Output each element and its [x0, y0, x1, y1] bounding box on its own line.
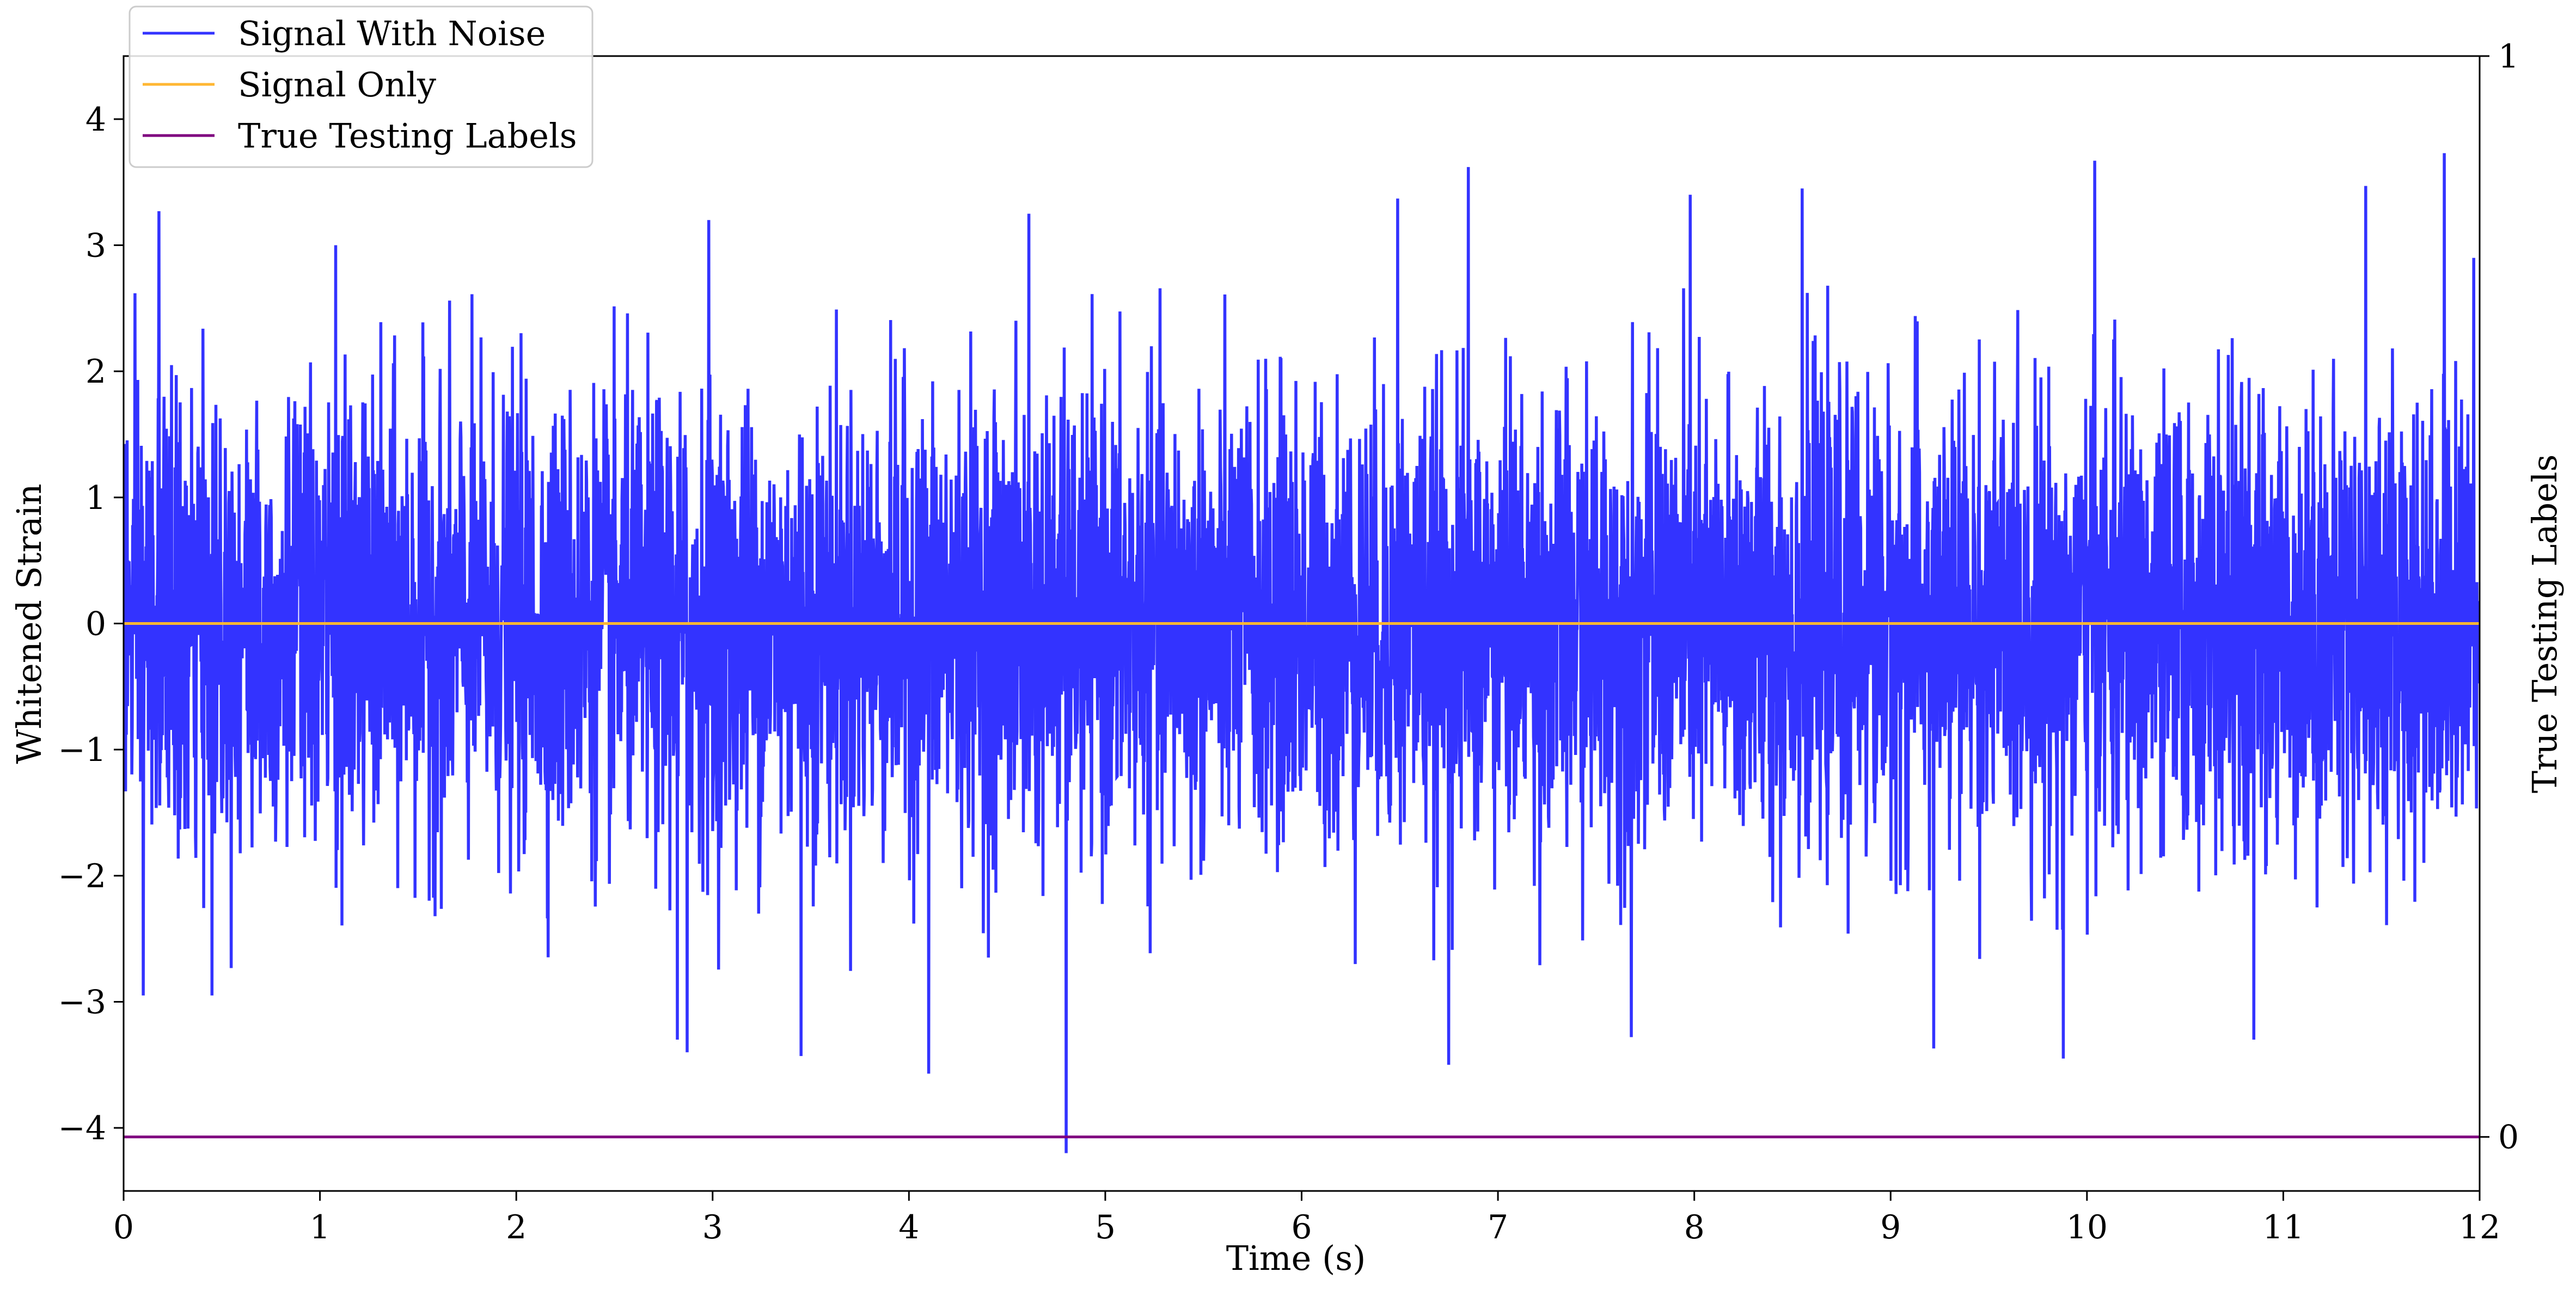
x-tick-label: 11	[2262, 1208, 2304, 1246]
x-axis-label: Time (s)	[1226, 1238, 1366, 1278]
right-y-tick-label: 1	[2498, 38, 2519, 76]
x-tick-label: 0	[113, 1208, 134, 1246]
x-tick-label: 7	[1488, 1208, 1508, 1246]
y-axis-ticks: −4 −3 −2 −1 0 1 2 3 4	[58, 101, 124, 1147]
x-tick-label: 12	[2459, 1208, 2500, 1246]
x-tick-label: 5	[1095, 1208, 1116, 1246]
y-tick-label: −1	[58, 731, 106, 769]
y-tick-label: 4	[85, 101, 106, 139]
x-tick-label: 9	[1880, 1208, 1901, 1246]
y-tick-label: 3	[85, 227, 106, 265]
legend-label-true-testing-labels: True Testing Labels	[238, 116, 577, 156]
y-tick-label: 0	[85, 605, 106, 643]
x-tick-label: 1	[309, 1208, 330, 1246]
y-tick-label: −3	[58, 984, 106, 1022]
noise-series	[124, 153, 2480, 1153]
legend-label-signal-only: Signal Only	[238, 65, 436, 105]
legend: Signal With Noise Signal Only True Testi…	[129, 5, 593, 168]
y-tick-label: −4	[58, 1109, 106, 1147]
x-tick-label: 6	[1291, 1208, 1312, 1246]
x-tick-label: 4	[898, 1208, 919, 1246]
x-tick-label: 2	[506, 1208, 527, 1246]
right-y-axis-label: True Testing Labels	[2525, 454, 2565, 794]
x-axis-ticks: 0 1 2 3 4 5 6 7 8 9 10 11 12	[113, 1191, 2500, 1246]
right-y-tick-label: 0	[2498, 1119, 2519, 1157]
y-tick-label: −2	[58, 857, 106, 895]
x-tick-label: 8	[1684, 1208, 1705, 1246]
y-axis-label: Whitened Strain	[9, 484, 49, 764]
signal-with-noise-line	[124, 153, 2480, 1153]
y-tick-label: 1	[85, 479, 106, 517]
legend-box	[129, 5, 593, 168]
x-tick-label: 3	[702, 1208, 723, 1246]
right-y-axis-ticks: 01	[2480, 38, 2519, 1157]
x-tick-label: 10	[2066, 1208, 2108, 1246]
legend-label-signal-with-noise: Signal With Noise	[238, 14, 546, 53]
y-tick-label: 2	[85, 353, 106, 391]
